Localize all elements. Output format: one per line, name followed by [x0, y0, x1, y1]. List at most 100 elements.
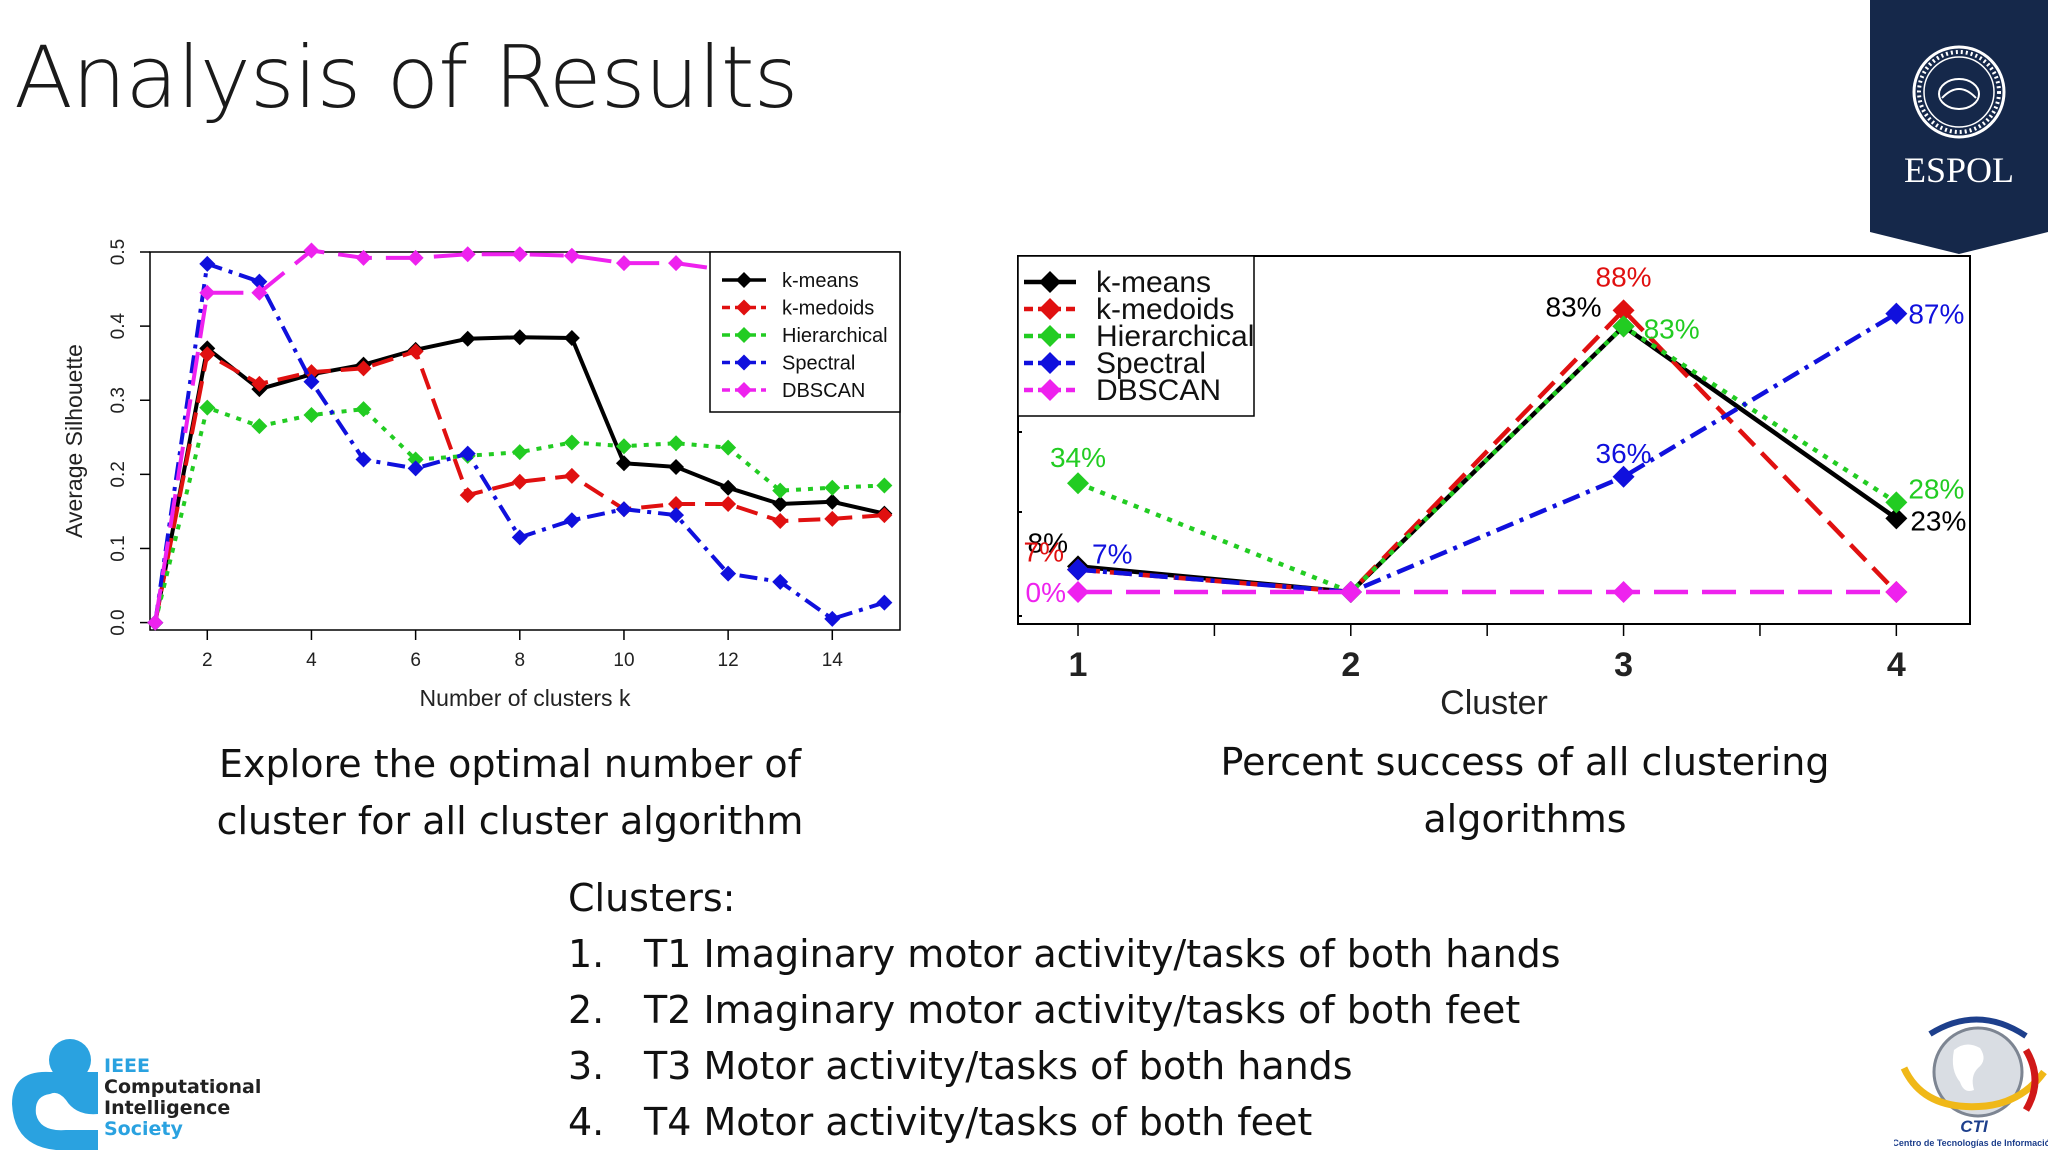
legend-marker-k-means [1039, 271, 1061, 293]
list-item-number: 2. [568, 988, 605, 1032]
legend-label-k-medoids: k-medoids [1096, 293, 1234, 326]
legend-marker-hierarchical [736, 327, 752, 343]
data-label-dbscan: 0% [1026, 577, 1066, 608]
legend-marker-k-means [736, 272, 752, 288]
data-label-spectral: 36% [1596, 438, 1652, 469]
cti-logo-subtext: Centro de Tecnologías de Información [1894, 1138, 2048, 1148]
data-label-spectral: 7% [1092, 539, 1132, 570]
data-point-spectral [668, 507, 685, 524]
y-axis-label: Average Silhouette [61, 344, 87, 538]
data-point-spectral [1067, 558, 1090, 581]
list-item-text: T3 Motor activity/tasks of both hands [644, 1044, 1353, 1088]
data-point-k-medoids [459, 487, 476, 504]
data-point-dbscan [459, 246, 476, 263]
data-point-spectral [251, 273, 268, 290]
y-tick-label: 0.5 [108, 239, 129, 265]
data-point-hierarchical [355, 401, 372, 418]
data-label-hierarchical: 28% [1908, 473, 1964, 504]
ieee-line-3: Intelligence [104, 1097, 231, 1119]
data-point-spectral [563, 512, 580, 529]
series-line-spectral [1077, 311, 1898, 595]
data-point-dbscan [615, 255, 632, 272]
slide-title: Analysis of Results [14, 28, 798, 128]
data-point-k-means [668, 458, 685, 475]
y-tick-label: 0.4 [108, 312, 129, 339]
list-item-text: T1 Imaginary motor activity/tasks of bot… [644, 932, 1561, 976]
legend-marker-dbscan [1039, 379, 1061, 401]
data-point-k-medoids [355, 360, 372, 377]
data-point-k-means [511, 329, 528, 346]
espol-logo-text: ESPOL [1904, 150, 2014, 190]
x-tick-label: 8 [515, 650, 526, 671]
data-point-hierarchical [251, 418, 268, 435]
data-point-k-means [1885, 507, 1908, 530]
legend-label-k-means: k-means [782, 270, 859, 292]
x-axis-label: Number of clusters k [420, 685, 631, 711]
data-point-dbscan [355, 249, 372, 266]
data-point-k-medoids [199, 346, 216, 363]
data-point-dbscan [407, 249, 424, 266]
ieee-cis-logo [12, 1039, 98, 1150]
data-point-spectral [459, 445, 476, 462]
data-point-spectral [407, 460, 424, 477]
legend-label-dbscan: DBSCAN [1096, 374, 1221, 407]
data-point-hierarchical [303, 407, 320, 424]
data-label-k-means: 83% [1546, 291, 1602, 322]
data-point-hierarchical [1067, 472, 1090, 495]
y-tick-label: 0.3 [108, 387, 129, 413]
data-point-k-medoids [251, 375, 268, 392]
list-item-number: 3. [568, 1044, 605, 1088]
legend-marker-spectral [1039, 352, 1061, 374]
data-point-spectral [1885, 302, 1908, 325]
data-point-hierarchical [824, 479, 841, 496]
legend-label-hierarchical: Hierarchical [1096, 320, 1254, 353]
data-point-spectral [511, 529, 528, 546]
legend-label-dbscan: DBSCAN [782, 380, 865, 402]
data-point-spectral [615, 501, 632, 518]
ieee-line-2: Computational [104, 1076, 262, 1098]
data-point-k-medoids [511, 473, 528, 490]
legend-label-k-medoids: k-medoids [782, 298, 874, 320]
cti-logo-text: CTI [1960, 1117, 1989, 1136]
legend-label-k-means: k-means [1096, 266, 1211, 299]
caption-right: Percent success of all clustering algori… [1180, 734, 1870, 848]
list-item-text: T2 Imaginary motor activity/tasks of bot… [644, 988, 1521, 1032]
y-tick-label: 0.0 [108, 609, 129, 635]
data-point-spectral [1612, 465, 1635, 488]
data-point-spectral [355, 451, 372, 468]
legend-marker-dbscan [736, 382, 752, 398]
data-point-dbscan [303, 242, 320, 259]
legend-marker-spectral [736, 354, 752, 371]
data-point-dbscan [1612, 581, 1635, 603]
data-point-k-medoids [824, 510, 841, 527]
data-label-spectral: 87% [1908, 299, 1964, 330]
data-point-dbscan [147, 614, 164, 631]
series-line-hierarchical [153, 405, 885, 624]
list-item-text: T4 Motor activity/tasks of both feet [644, 1100, 1313, 1144]
data-point-dbscan [563, 247, 580, 264]
ieee-line-4: Society [104, 1118, 183, 1140]
data-point-k-means [824, 493, 841, 510]
data-point-k-medoids [772, 513, 789, 530]
data-point-hierarchical [199, 399, 216, 416]
data-point-spectral [303, 373, 320, 390]
caption-left: Explore the optimal number of cluster fo… [180, 736, 840, 850]
list-item: 2. T2 Imaginary motor activity/tasks of b… [568, 982, 1561, 1038]
data-point-dbscan [1339, 581, 1362, 603]
list-item: 1. T1 Imaginary motor activity/tasks of b… [568, 926, 1561, 982]
data-point-spectral [199, 255, 216, 272]
data-point-hierarchical [511, 444, 528, 461]
caption-left-line-2: cluster for all cluster algorithm [216, 799, 804, 843]
data-point-hierarchical [563, 434, 580, 451]
data-point-k-medoids [876, 507, 893, 524]
x-tick-label: 10 [613, 650, 634, 671]
success-chart: 1 2 3 4 Cluster 8% 83% 23% 7% 88% 34% 83% 28% 7% 36% 87… [1017, 255, 1971, 722]
ieee-line-1: IEEE [104, 1055, 151, 1077]
clusters-heading: Clusters: [568, 876, 736, 920]
legend-marker-k-medoids [736, 299, 752, 316]
data-point-hierarchical [668, 435, 685, 452]
data-point-spectral [824, 610, 841, 627]
data-point-dbscan [1067, 581, 1090, 603]
y-tick-label: 0.2 [108, 461, 129, 487]
x-tick-label: 12 [718, 650, 739, 671]
